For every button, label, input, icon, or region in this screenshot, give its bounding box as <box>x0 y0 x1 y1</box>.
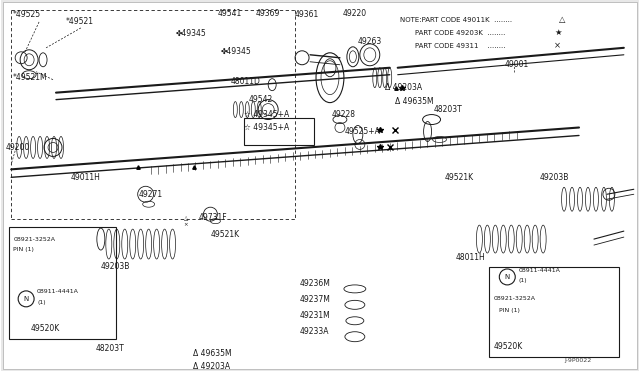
Text: 49369: 49369 <box>255 9 280 19</box>
Text: △: △ <box>184 215 188 220</box>
Bar <box>244 118 314 145</box>
Text: 48203T: 48203T <box>433 105 462 114</box>
Text: 49203B: 49203B <box>539 173 568 182</box>
Text: 49263: 49263 <box>358 37 382 46</box>
Text: 08921-3252A: 08921-3252A <box>13 237 55 241</box>
Text: ✤49345: ✤49345 <box>220 47 251 56</box>
Text: N: N <box>24 296 29 302</box>
Text: △: △ <box>559 15 566 25</box>
Text: PIN (1): PIN (1) <box>13 247 34 251</box>
Text: J-9P0022: J-9P0022 <box>564 358 591 363</box>
Text: ×: × <box>184 222 188 228</box>
Text: Δ 49203A: Δ 49203A <box>193 362 230 371</box>
Text: Δ 49203A: Δ 49203A <box>385 83 422 92</box>
Bar <box>9 227 116 339</box>
Text: ✤49345: ✤49345 <box>175 29 206 38</box>
Text: 49520K: 49520K <box>493 342 523 351</box>
Text: 49237M: 49237M <box>300 295 331 304</box>
Text: Δ 49635M: Δ 49635M <box>193 349 232 358</box>
Text: 08911-4441A: 08911-4441A <box>518 269 560 273</box>
Text: 49011H: 49011H <box>71 173 101 182</box>
Text: 49231M: 49231M <box>300 311 331 320</box>
Text: *49525: *49525 <box>13 10 42 19</box>
Text: PART CODE 49203K  ........: PART CODE 49203K ........ <box>415 30 505 36</box>
Text: 49521K: 49521K <box>211 230 239 238</box>
Text: 49236M: 49236M <box>300 279 331 288</box>
Text: 49541: 49541 <box>218 9 242 19</box>
Text: PART CODE 49311    ........: PART CODE 49311 ........ <box>415 43 505 49</box>
Text: *49521M: *49521M <box>13 73 48 82</box>
Text: 48011H: 48011H <box>456 253 485 262</box>
Text: Δ 49635M: Δ 49635M <box>395 97 433 106</box>
Text: (1): (1) <box>37 300 45 305</box>
Text: 49361: 49361 <box>295 10 319 19</box>
Text: 49203B: 49203B <box>101 263 130 272</box>
Text: ×: × <box>554 41 561 50</box>
Text: 49233A: 49233A <box>300 327 330 336</box>
Text: 08921-3252A: 08921-3252A <box>493 296 535 301</box>
Text: ★: ★ <box>554 28 562 37</box>
Text: 49001: 49001 <box>504 60 529 69</box>
Text: 48011D: 48011D <box>230 77 260 86</box>
Text: 49731F: 49731F <box>198 213 227 222</box>
Text: *49521: *49521 <box>66 17 94 26</box>
Text: 49200: 49200 <box>5 143 29 152</box>
Text: (1): (1) <box>518 278 527 283</box>
Text: 49271: 49271 <box>139 190 163 199</box>
Text: 49521K: 49521K <box>445 173 474 182</box>
Text: ☆ 49345+A: ☆ 49345+A <box>244 110 289 119</box>
Text: ☆ 49345+A: ☆ 49345+A <box>244 123 289 132</box>
Text: PIN (1): PIN (1) <box>499 308 520 313</box>
Text: 49220: 49220 <box>343 9 367 19</box>
Bar <box>490 267 619 357</box>
Text: 49542: 49542 <box>248 95 273 104</box>
Text: 48203T: 48203T <box>96 344 125 353</box>
Text: N: N <box>505 274 510 280</box>
Text: 49525+A: 49525+A <box>345 127 381 136</box>
Text: 49228: 49228 <box>332 110 356 119</box>
Text: 08911-4441A: 08911-4441A <box>37 289 79 294</box>
Text: NOTE:PART CODE 49011K  ........: NOTE:PART CODE 49011K ........ <box>400 17 512 23</box>
Text: 49520K: 49520K <box>31 324 60 333</box>
